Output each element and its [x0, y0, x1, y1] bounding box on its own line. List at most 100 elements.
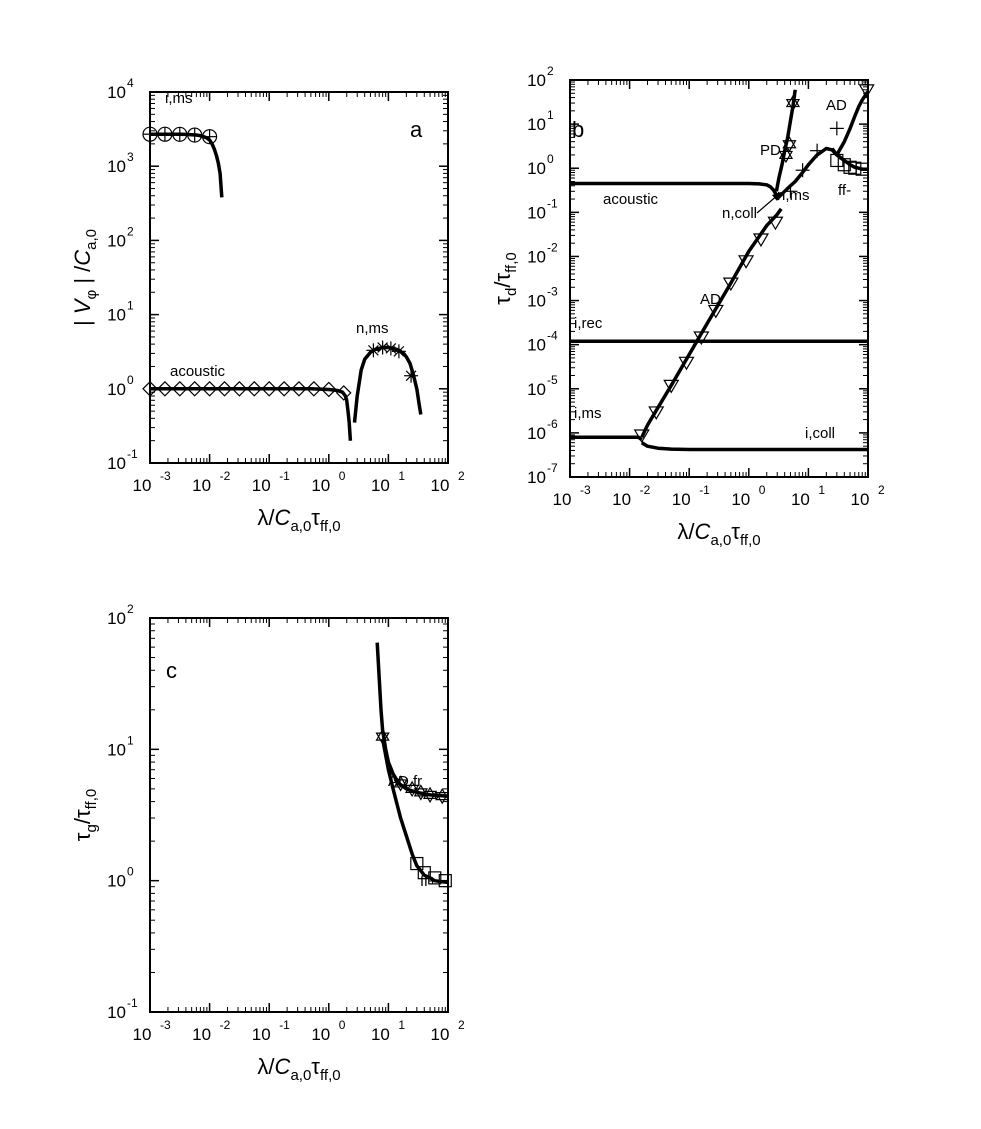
annotation-label: i,ms	[165, 90, 193, 107]
x-tick-label: 10	[612, 490, 631, 509]
data-point-diamond	[246, 380, 263, 397]
y-title-part: /τ	[490, 273, 515, 288]
y-title-sub: ff,0	[503, 252, 520, 273]
data-point-diamond	[157, 380, 173, 397]
x-tick-exponent: 0	[339, 1018, 346, 1032]
x-tick-exponent: -3	[160, 469, 171, 483]
x-tick-label: 10	[371, 1025, 390, 1044]
x-tick-label: 10	[252, 476, 271, 495]
y-tick-exponent: 2	[127, 602, 134, 616]
plot-frame	[149, 617, 449, 1013]
data-point-triangle	[678, 356, 695, 371]
y-tick-exponent: -1	[547, 196, 558, 210]
plot-frame	[149, 91, 449, 464]
data-point-square	[855, 162, 869, 176]
x-title-part: τ	[311, 1054, 320, 1079]
x-tick-label: 10	[672, 490, 691, 509]
x-tick-exponent: 0	[339, 469, 346, 483]
y-tick-label: 10	[107, 380, 126, 399]
annotation-label: i,coll	[805, 425, 835, 442]
data-point-diamond	[186, 380, 203, 397]
y-title-part: /τ	[70, 809, 95, 824]
data-point-square	[417, 866, 431, 880]
data-point-square	[428, 871, 442, 885]
data-point-star	[422, 790, 438, 804]
data-point-asterisk	[385, 343, 397, 354]
y-tick-exponent: -3	[547, 285, 558, 299]
annotation-label: ff+	[420, 873, 437, 890]
x-title-part: C	[695, 519, 711, 544]
series-line-AD	[640, 207, 783, 438]
y-tick-exponent: 2	[127, 224, 134, 238]
y-title-sub: a,0	[83, 229, 100, 250]
x-tick-label: 10	[431, 476, 450, 495]
x-tick-label: 10	[192, 476, 211, 495]
annotation-label: PD	[760, 142, 781, 159]
x-title-part: C	[275, 1054, 291, 1079]
y-tick-exponent: -1	[127, 447, 138, 461]
data-point-star	[393, 779, 408, 792]
series-line-ff-	[380, 738, 449, 885]
y-tick-label: 10	[527, 292, 546, 311]
series-line-i-ms	[570, 435, 643, 442]
data-point-star	[404, 780, 420, 793]
x-title-sub: a,0	[710, 532, 731, 549]
y-tick-exponent: 0	[127, 373, 134, 387]
data-point-star	[785, 98, 801, 112]
x-tick-exponent: -2	[220, 469, 231, 483]
y-tick-exponent: 0	[127, 865, 134, 879]
data-point-triangle	[767, 216, 784, 231]
y-title-part: τ	[70, 832, 95, 841]
panel-letter: b	[572, 117, 584, 142]
x-tick-exponent: 1	[818, 483, 825, 497]
series-line-AD	[835, 90, 870, 156]
annotation-label: AD,fr	[388, 773, 422, 790]
data-point-triangle	[738, 255, 755, 269]
series-line-acoustic	[150, 387, 353, 441]
y-title-part: |	[70, 314, 95, 326]
x-tick-label: 10	[192, 1025, 211, 1044]
data-point-star	[375, 732, 390, 745]
x-tick-label: 10	[431, 1025, 450, 1044]
series-line-i-coll	[640, 441, 868, 452]
data-point-star	[413, 788, 428, 801]
data-point-diamond	[216, 380, 233, 397]
data-point-diamond	[231, 380, 248, 397]
x-tick-exponent: -3	[160, 1018, 171, 1032]
data-point-diamond	[306, 380, 322, 397]
y-tick-label: 10	[107, 83, 126, 102]
data-point-star	[413, 784, 428, 797]
x-title-sub: a,0	[290, 1067, 311, 1084]
annotation-label: AD	[700, 291, 721, 308]
y-axis-title: | Vφ | /Ca,0	[70, 229, 100, 326]
x-tick-exponent: 1	[398, 1018, 405, 1032]
data-point-diamond	[291, 380, 307, 397]
data-point-square	[410, 856, 424, 871]
data-point-triangle	[752, 233, 770, 248]
y-tick-label: 10	[527, 159, 546, 178]
data-point-star	[393, 775, 408, 788]
y-tick-exponent: 2	[547, 64, 554, 78]
y-tick-label: 10	[527, 115, 546, 134]
data-point-diamond	[201, 380, 218, 397]
data-point-triangle	[648, 406, 665, 421]
y-tick-exponent: -6	[547, 417, 558, 431]
y-tick-exponent: -5	[547, 373, 558, 387]
x-title-part: τ	[731, 519, 740, 544]
y-tick-label: 10	[107, 609, 126, 628]
y-tick-exponent: 1	[547, 108, 554, 122]
data-point-star	[422, 786, 438, 799]
x-axis-title: λ/Ca,0τff,0	[677, 519, 760, 549]
data-point-triangle	[707, 304, 724, 319]
y-tick-exponent: -4	[547, 329, 558, 343]
y-tick-label: 10	[107, 306, 126, 325]
data-point-triangle	[722, 277, 739, 292]
data-point-triangle	[663, 379, 680, 394]
y-title-sub: d	[503, 288, 520, 296]
x-tick-exponent: -2	[640, 483, 651, 497]
data-point-asterisk	[405, 370, 417, 382]
panel-a: 10 -3 10 -2 10 -1 10 0 10 1 10 210 -110 010 110 210 310 4…	[70, 76, 465, 535]
plot-frame	[569, 79, 869, 478]
data-point-star	[782, 136, 797, 149]
x-tick-exponent: 2	[458, 1018, 465, 1032]
